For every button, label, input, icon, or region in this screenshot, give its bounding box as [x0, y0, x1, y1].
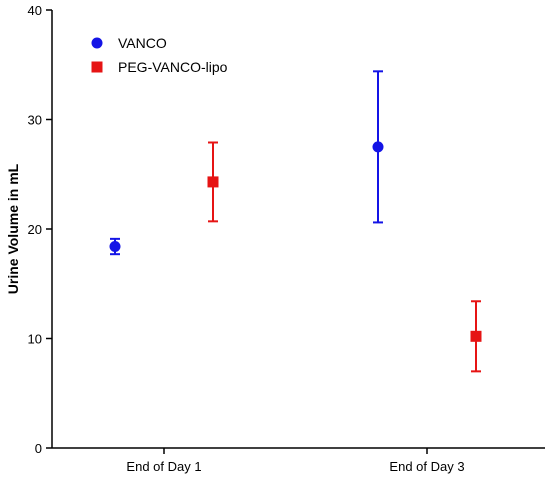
- marker-circle: [372, 141, 384, 153]
- legend-item-vanco: VANCO: [91, 35, 167, 51]
- legend-label: PEG-VANCO-lipo: [118, 59, 228, 75]
- legend-marker-circle: [91, 37, 103, 49]
- data-point-peg-vanco-lipo: [470, 300, 482, 373]
- marker-circle: [109, 241, 121, 253]
- y-axis-title: Urine Volume in mL: [5, 163, 21, 294]
- y-tick-label: 30: [28, 113, 42, 128]
- y-tick-label: 40: [28, 3, 42, 18]
- legend-marker-square: [91, 61, 103, 73]
- y-tick-label: 20: [28, 222, 42, 237]
- data-point-peg-vanco-lipo: [207, 141, 219, 223]
- y-tick-label: 0: [35, 441, 42, 456]
- marker-square: [470, 330, 482, 342]
- marker-square: [207, 176, 219, 188]
- x-tick-label: End of Day 3: [389, 459, 464, 474]
- y-tick-label: 10: [28, 332, 42, 347]
- legend-label: VANCO: [118, 35, 167, 51]
- data-point-vanco: [109, 237, 121, 256]
- data-point-vanco: [372, 70, 384, 224]
- legend-item-peg-vanco-lipo: PEG-VANCO-lipo: [91, 59, 228, 75]
- axes: 0 10 20 30 40 End of Day 1 End of Day 3: [28, 3, 545, 474]
- x-tick-label: End of Day 1: [126, 459, 201, 474]
- legend: VANCO PEG-VANCO-lipo: [91, 35, 228, 75]
- chart-marks: [109, 70, 482, 373]
